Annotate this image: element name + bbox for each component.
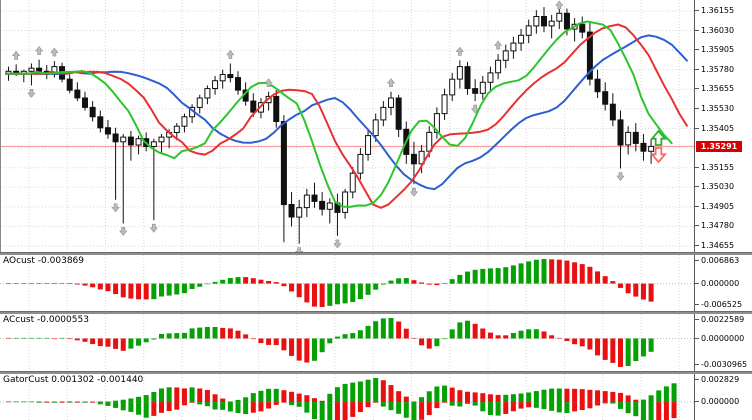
price-chart-section: 1.36155 1.36030 1.35905 1.35780 1.35655 1.355… (0, 0, 752, 252)
candlestick-chart-canvas[interactable] (0, 0, 694, 252)
signal-down-arrow[interactable] (650, 147, 667, 164)
GatorCust-axis-label: 0.000000 (695, 397, 739, 407)
price-axis-label: 1.36030 (695, 26, 734, 36)
AOcust-axis-label: -0.006525 (695, 300, 742, 310)
AOcust-bars (6, 259, 654, 307)
alligator-lips-line (5, 20, 673, 208)
gator-indicator-section: GatorCust 0.001302 -0.001440 0.002829 0.0… (0, 374, 752, 420)
ao-value-axis[interactable]: 0.006863 0.000000 -0.006525 (694, 255, 752, 311)
AOcust-axis-label: 0.000000 (695, 279, 739, 289)
gator-indicator-label: GatorCust 0.001302 -0.001440 (3, 375, 144, 385)
ac-indicator-label: ACcust -0.0000553 (3, 315, 89, 325)
panel-divider-3[interactable] (0, 371, 752, 374)
price-axis-label: 1.34780 (695, 221, 734, 231)
price-axis-label: 1.35030 (695, 182, 734, 192)
panel-divider-1[interactable] (0, 252, 752, 255)
GatorCust-axis-label: 0.002829 (695, 375, 739, 385)
alligator-jaw-line (5, 34, 688, 191)
price-axis-label: 1.35155 (695, 163, 734, 173)
GatorCust-bars (6, 378, 677, 420)
price-axis-label: 1.36155 (695, 6, 734, 16)
ACcust-axis-label: 0.0000000 (695, 334, 744, 344)
ACcust-axis-label: 0.0022589 (695, 315, 744, 325)
gator-value-axis[interactable]: 0.002829 0.000000 (694, 374, 752, 420)
panel-divider-2[interactable] (0, 311, 752, 314)
vertical-gridlines (28, 0, 680, 252)
price-axis-label: 1.35655 (695, 84, 734, 94)
gator-histogram-canvas[interactable] (0, 374, 694, 420)
bid-price-badge: 1.35291 (696, 141, 742, 152)
alligator-teeth-line (5, 23, 688, 209)
price-axis-label: 1.35780 (695, 65, 734, 75)
signal-up-arrow[interactable] (650, 129, 667, 146)
vertical-gridlines (28, 314, 680, 371)
price-axis[interactable]: 1.36155 1.36030 1.35905 1.35780 1.35655 1.355… (694, 0, 752, 252)
price-axis-label: 1.35530 (695, 104, 734, 114)
ac-value-axis[interactable]: 0.0022589 0.0000000 -0.0030965 (694, 314, 752, 371)
ao-indicator-section: AOcust -0.003869 0.006863 0.000000 -0.0065… (0, 255, 752, 311)
price-axis-label: 1.34655 (695, 241, 734, 251)
price-axis-label: 1.35905 (695, 45, 734, 55)
ac-histogram-canvas[interactable] (0, 314, 694, 371)
ACcust-axis-label: -0.0030965 (695, 360, 747, 370)
AOcust-axis-label: 0.006863 (695, 256, 739, 266)
ao-indicator-label: AOcust -0.003869 (3, 256, 85, 266)
price-axis-label: 1.35405 (695, 124, 734, 134)
ACcust-bars (6, 318, 654, 367)
price-axis-label: 1.34905 (695, 202, 734, 212)
fractal-markers (12, 0, 625, 252)
ao-histogram-canvas[interactable] (0, 255, 694, 311)
ac-indicator-section: ACcust -0.0000553 0.0022589 0.0000000 -0.0… (0, 314, 752, 371)
